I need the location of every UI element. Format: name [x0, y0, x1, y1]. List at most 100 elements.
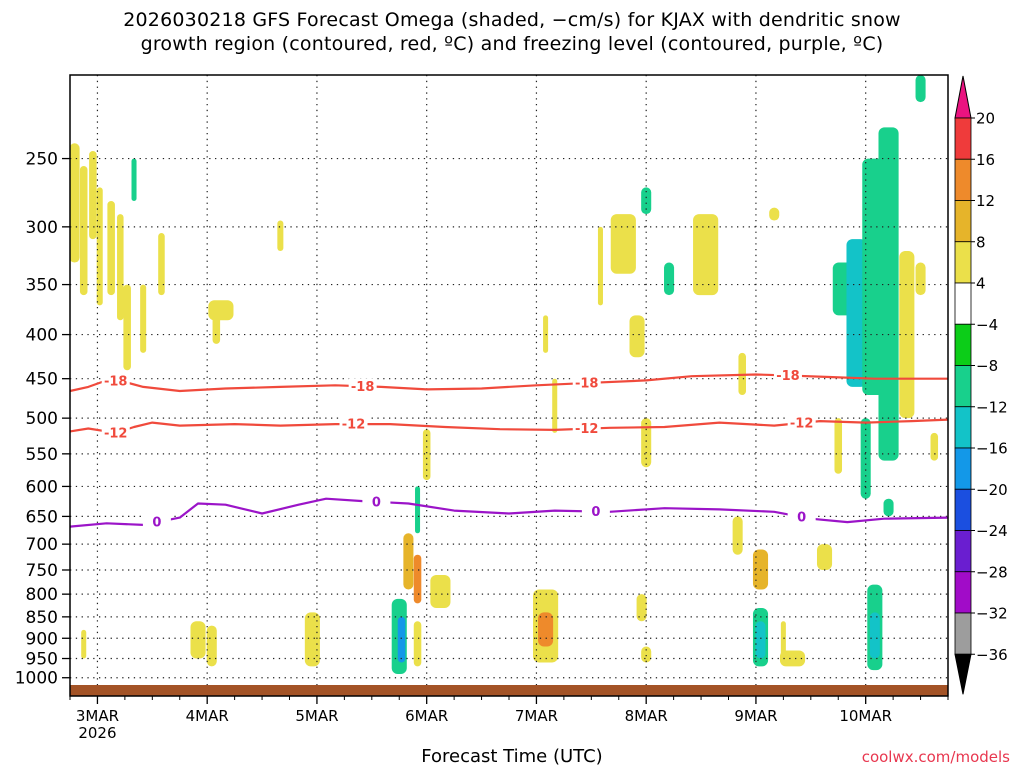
- omega-region-53: [755, 621, 766, 659]
- y-tick-label: 400: [26, 326, 58, 346]
- contour-line-0: [69, 497, 949, 528]
- colorbar-label: −4: [976, 316, 998, 334]
- y-tick-label: 300: [26, 218, 58, 238]
- y-tick-label: 250: [26, 150, 58, 170]
- contour-label-0: 0: [372, 495, 381, 510]
- y-tick-label: 850: [26, 608, 58, 628]
- omega-region-49: [641, 646, 652, 663]
- omega-region-3: [96, 187, 103, 306]
- omega-region-7: [131, 158, 137, 202]
- omega-region-18: [641, 187, 652, 215]
- omega-region-29: [899, 251, 915, 419]
- credit-link[interactable]: coolwx.com/models: [861, 748, 1010, 766]
- contour-label-bg: [581, 503, 610, 518]
- omega-region-46: [206, 625, 217, 667]
- y-tick-label: 350: [26, 276, 58, 296]
- omega-region-2: [89, 151, 97, 240]
- contour-label--12: -12: [342, 418, 366, 433]
- omega-region-16: [552, 378, 558, 433]
- contour-label-bg: [572, 375, 601, 390]
- omega-region-43: [538, 612, 554, 647]
- colorbar-label: −16: [976, 440, 1008, 458]
- x-tick-label: 4MAR: [186, 707, 229, 725]
- colorbar-segment: [954, 117, 972, 160]
- y-tick-label: 600: [26, 477, 58, 497]
- contour-label-0: 0: [797, 510, 806, 525]
- omega-region-22: [597, 226, 603, 306]
- contour-line--18: [69, 373, 948, 393]
- colorbar-label: −24: [976, 522, 1008, 540]
- chart-title-line-1: 2026030218 GFS Forecast Omega (shaded, −…: [123, 9, 901, 31]
- contour-label-bg: [101, 424, 130, 439]
- x-tick-label: 10MAR: [839, 707, 892, 725]
- x-tick-label: 3MAR: [76, 707, 119, 725]
- omega-region-58: [869, 612, 880, 659]
- colorbar-segment: [954, 158, 972, 201]
- colorbar-segment: [954, 241, 972, 284]
- omega-region-4: [107, 201, 115, 296]
- contour-label-bg: [787, 414, 816, 429]
- colorbar-label: −12: [976, 398, 1008, 416]
- omega-region-30: [915, 262, 926, 296]
- omega-region-15: [543, 315, 549, 353]
- omega-region-41: [413, 621, 422, 667]
- omega-region-45: [190, 621, 206, 659]
- omega-region-11: [212, 315, 221, 344]
- omega-region-31: [915, 75, 926, 103]
- y-tick-label: 800: [26, 585, 58, 605]
- omega-region-48: [636, 594, 647, 622]
- contour-label-0: 0: [152, 516, 161, 531]
- contour-label--12: -12: [575, 422, 599, 437]
- contour-label--18: -18: [104, 375, 128, 390]
- omega-region-10: [208, 300, 234, 321]
- x-tick-label: 6MAR: [405, 707, 448, 725]
- omega-region-33: [834, 418, 843, 474]
- omega-region-44: [304, 612, 320, 667]
- omega-region-5: [117, 214, 124, 321]
- contour-label-bg: [142, 514, 171, 529]
- y-tick-label: 650: [26, 507, 58, 527]
- axes-layer: 250 300 350 400 450 500 550 600 650 700 750 800 850 9…: [15, 150, 949, 742]
- omega-region-24: [769, 207, 780, 221]
- colorbar-label: −32: [976, 605, 1008, 623]
- contour-label--12: -12: [104, 426, 128, 441]
- omega-region-26: [846, 239, 867, 387]
- contour-label-bg: [362, 493, 391, 508]
- colorbar-segment: [954, 282, 972, 325]
- omega-region-12: [277, 220, 284, 252]
- omega-region-35: [641, 418, 652, 468]
- colorbar-segment: [954, 323, 972, 366]
- omega-region-6: [123, 284, 131, 371]
- x-tick-label: 7MAR: [515, 707, 558, 725]
- y-tick-label: 550: [26, 445, 58, 465]
- omega-shading-layer: [69, 75, 939, 674]
- omega-region-36: [403, 533, 414, 590]
- plot-frame: [69, 74, 949, 697]
- colorbar-label: 4: [976, 275, 986, 293]
- colorbar-segment: [954, 365, 972, 408]
- contour-label-0: 0: [591, 505, 600, 520]
- contour-label-bg: [787, 508, 816, 523]
- y-tick-label: 700: [26, 535, 58, 555]
- y-tick-label: 450: [26, 370, 58, 390]
- omega-region-21: [629, 315, 645, 358]
- omega-region-37: [413, 554, 422, 604]
- contour-label--18: -18: [575, 377, 599, 392]
- y-tick-label: 750: [26, 561, 58, 581]
- x-tick-label: 5MAR: [295, 707, 338, 725]
- x-axis-label: Forecast Time (UTC): [421, 746, 603, 767]
- y-tick-label: 500: [26, 409, 58, 429]
- colorbar-label: −8: [976, 357, 998, 375]
- omega-region-54: [779, 650, 806, 667]
- omega-region-14: [422, 429, 431, 481]
- contour-label--12: -12: [790, 416, 814, 431]
- y-tick-label: 1000: [15, 669, 58, 689]
- colorbar-label: −36: [976, 646, 1008, 664]
- colorbar-segment: [954, 488, 972, 531]
- omega-region-28: [878, 127, 899, 461]
- y-tick-label: 950: [26, 650, 58, 670]
- contour-label--18: -18: [351, 380, 375, 395]
- contour-label-bg: [773, 367, 802, 382]
- contour-label-bg: [101, 373, 130, 388]
